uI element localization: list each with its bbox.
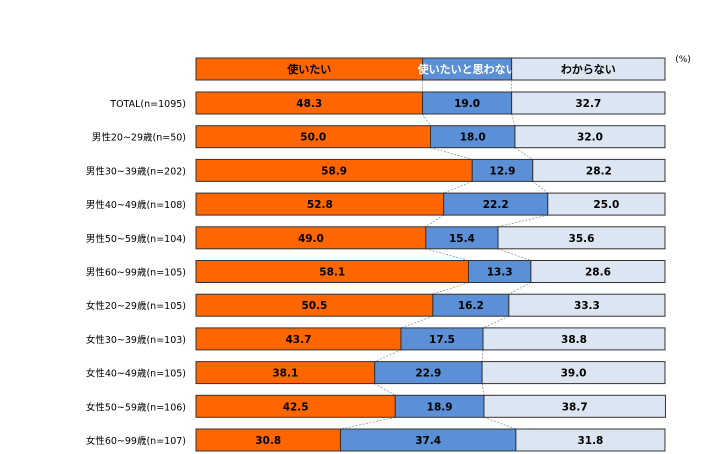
series-connector-line: [483, 416, 516, 430]
category-label: 女性50~59歳(n=106): [86, 401, 186, 413]
data-label: 50.5: [301, 300, 327, 312]
bar-segment: [530, 260, 666, 283]
bar-segment: [511, 91, 666, 115]
data-label: 38.1: [272, 368, 298, 380]
legend-label: わからない: [561, 63, 616, 76]
category-label: 男性20~29歳(n=50): [92, 132, 186, 144]
series-connector-line: [430, 147, 473, 160]
bar-segment: [482, 327, 666, 351]
series-connector-line: [532, 181, 548, 194]
data-label: 49.0: [298, 233, 324, 245]
data-label: 32.7: [575, 98, 601, 110]
unit-label: (%): [675, 55, 691, 65]
legend-label: 使いたいと思わない: [417, 62, 517, 76]
bar-segment: [483, 394, 666, 418]
data-label: 39.0: [561, 368, 587, 380]
data-label: 15.4: [449, 233, 475, 245]
data-label: 38.8: [561, 334, 587, 346]
data-label: 22.9: [415, 368, 441, 380]
data-label: 30.8: [255, 435, 281, 447]
category-label: 男性50~59歳(n=104): [86, 233, 186, 245]
bar-segment: [515, 428, 666, 452]
data-label: 18.0: [460, 132, 486, 144]
category-label: 男性30~39歳(n=202): [86, 165, 186, 177]
data-label: 32.0: [577, 132, 603, 144]
series-connector-line: [425, 248, 469, 261]
category-label: 男性40~49歳(n=108): [86, 199, 186, 211]
data-label: 37.4: [415, 435, 441, 447]
data-label: 28.2: [586, 165, 612, 177]
data-label: 19.0: [454, 98, 480, 110]
data-label: 50.0: [300, 132, 326, 144]
bar-segment: [508, 293, 666, 317]
series-connector-line: [374, 383, 396, 396]
category-label: 女性20~29歳(n=105): [86, 300, 186, 312]
data-label: 25.0: [593, 199, 619, 211]
data-label: 31.8: [577, 435, 603, 447]
category-label: 女性30~39歳(n=103): [86, 334, 186, 346]
data-label: 33.3: [574, 300, 600, 312]
data-label: 12.9: [490, 165, 516, 177]
data-label: 17.5: [429, 334, 455, 346]
series-connector-line: [422, 113, 431, 126]
series-connector-line: [481, 349, 484, 362]
series-connector-line: [497, 214, 548, 228]
bar-segment: [497, 226, 666, 250]
series-connector-line: [481, 383, 485, 396]
bar-segment: [514, 125, 666, 149]
data-label: 43.7: [286, 334, 312, 346]
series-connector-line: [514, 147, 533, 160]
series-connector-line: [497, 248, 531, 261]
data-label: 42.5: [283, 401, 309, 413]
legend-swatch: [511, 57, 666, 81]
data-label: 52.8: [307, 199, 333, 211]
category-label: 男性60~99歳(n=105): [86, 267, 186, 279]
data-label: 48.3: [296, 98, 322, 110]
bar-segment: [532, 158, 666, 182]
data-label: 58.1: [319, 267, 345, 279]
data-label: 16.2: [458, 300, 484, 312]
bar-segment: [547, 192, 666, 216]
category-label: 女性60~99歳(n=107): [86, 435, 186, 447]
data-label: 58.9: [321, 165, 347, 177]
data-label: 22.2: [483, 199, 509, 211]
category-label: 女性40~49歳(n=105): [86, 368, 186, 380]
series-connector-line: [340, 416, 396, 430]
legend-label: 使いたい: [286, 62, 331, 76]
series-connector-line: [425, 214, 444, 228]
series-connector-line: [374, 349, 402, 362]
bar-segment: [481, 361, 666, 385]
data-label: 28.6: [585, 267, 611, 279]
series-connector-line: [443, 181, 473, 194]
series-connector-line: [508, 282, 532, 295]
data-label: 35.6: [569, 233, 595, 245]
series-connector-line: [511, 113, 516, 126]
category-label: TOTAL(n=1095): [109, 99, 186, 110]
series-connector-line: [400, 315, 433, 329]
series-connector-line: [432, 282, 469, 295]
data-label: 18.9: [427, 401, 453, 413]
series-connector-line: [482, 315, 509, 329]
data-label: 38.7: [562, 401, 588, 413]
data-label: 13.3: [487, 267, 513, 279]
